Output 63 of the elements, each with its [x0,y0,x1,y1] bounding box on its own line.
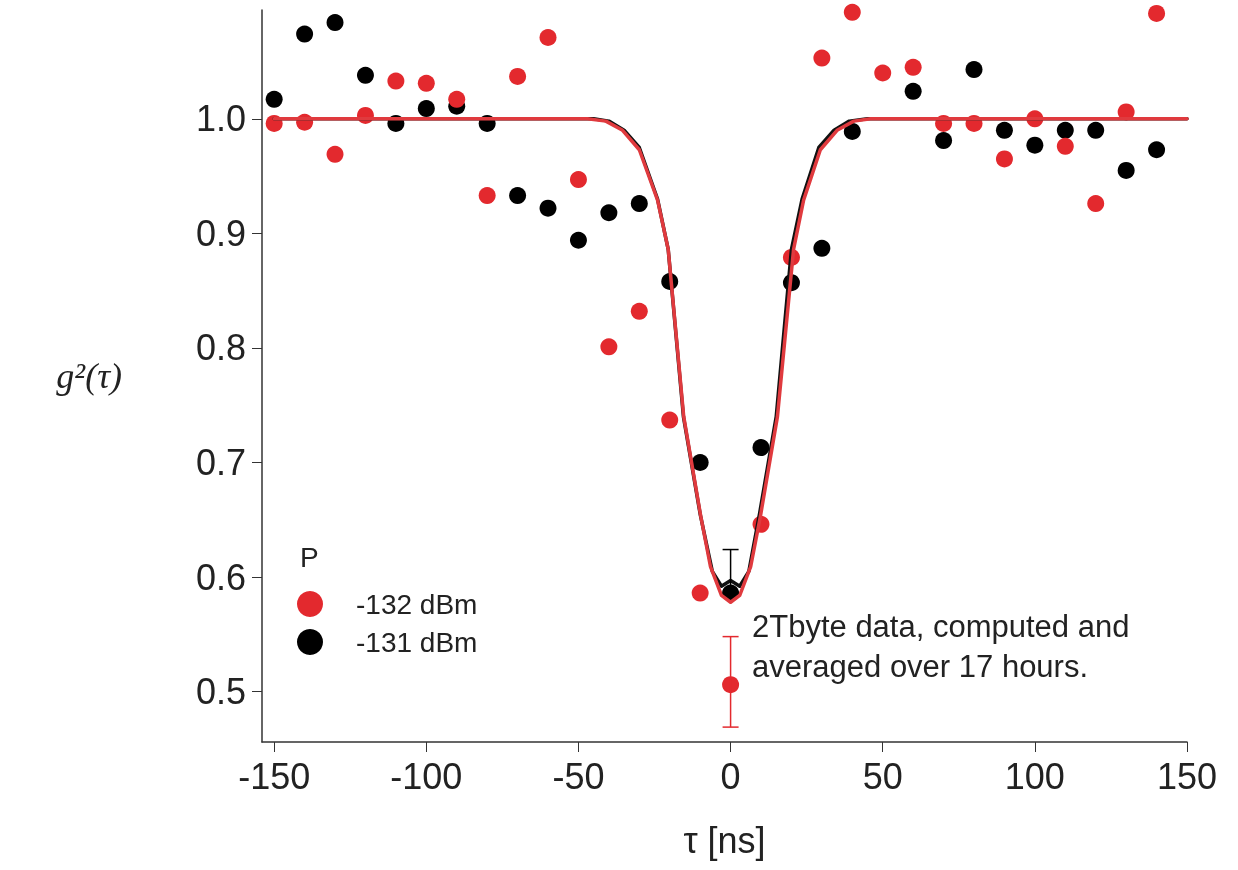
point [874,64,892,82]
point [813,49,831,67]
point [843,3,861,21]
annotation: 2Tbyte data, computed and averaged over 17 hours. [752,608,1139,684]
point [752,439,770,457]
point [296,25,314,43]
point [600,338,618,356]
point [356,66,374,84]
point [1087,121,1105,139]
point [417,100,435,118]
point [1056,137,1074,155]
point [630,302,648,320]
x-tick-label: 50 [862,755,903,797]
point [326,145,344,163]
point [509,67,527,85]
point [1056,121,1074,139]
point [1148,4,1166,22]
y-tick-label: 0.6 [195,556,246,598]
point [935,132,953,150]
point [478,187,496,205]
point [569,231,587,249]
point [1026,136,1044,154]
legend-label: -132 dBm [356,588,478,620]
point [661,411,679,429]
point [995,121,1013,139]
x-tick-label: -50 [552,755,605,797]
point [600,204,618,222]
point [630,195,648,213]
point [387,72,405,90]
x-tick-label: 100 [1004,755,1065,797]
point [509,187,527,205]
legend-title: P [300,541,319,573]
y-tick-label: 0.9 [195,212,246,254]
point [965,61,983,79]
x-axis-title: τ [ns] [683,819,766,861]
y-tick-label: 0.7 [195,441,246,483]
point [448,90,466,108]
point [265,90,283,108]
point [1087,195,1105,213]
point [569,171,587,189]
point [691,453,709,471]
y-tick-label: 1.0 [195,98,246,140]
point [904,82,922,100]
point [691,584,709,602]
y-axis-title: g²(τ) [56,356,122,396]
point [1117,161,1135,179]
point [417,74,435,92]
x-tick-label: 0 [720,755,741,797]
x-tick-label: -150 [238,755,311,797]
point [995,150,1013,168]
point [813,239,831,257]
y-tick-label: 0.5 [195,671,246,713]
point [1148,141,1166,159]
legend-label: -131 dBm [356,626,478,658]
x-tick-label: -100 [390,755,463,797]
point [539,29,557,46]
point [843,122,861,140]
point [539,199,557,217]
point [904,58,922,76]
x-tick-label: 150 [1156,755,1218,797]
point [722,676,740,694]
y-tick-label: 0.8 [195,327,246,369]
point [326,14,344,32]
